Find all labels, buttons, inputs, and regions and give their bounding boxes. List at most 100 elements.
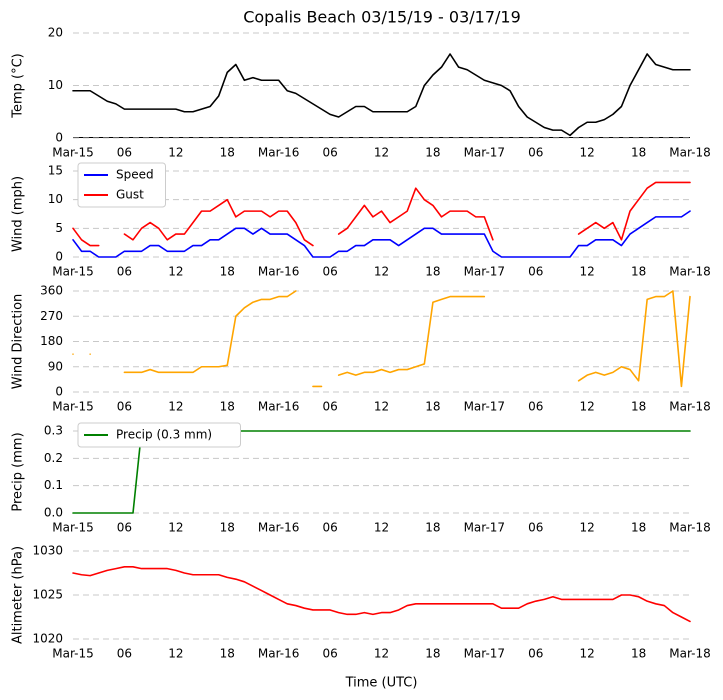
- y-tick-label: 0.0: [44, 506, 63, 520]
- y-tick-label: 1020: [32, 632, 63, 646]
- x-tick-label: 06: [322, 521, 337, 535]
- y-tick-label: 0: [55, 250, 63, 264]
- x-tick-label: 18: [220, 400, 235, 414]
- y-tick-label: 0.3: [44, 424, 63, 438]
- x-tick-label: 18: [425, 146, 440, 160]
- x-axis-label: Time (UTC): [345, 676, 418, 691]
- x-tick-label: 12: [580, 521, 595, 535]
- x-tick-label: Mar-17: [464, 400, 505, 414]
- x-tick-label: Mar-17: [464, 647, 505, 661]
- legend: Precip (0.3 mm): [77, 422, 241, 448]
- x-tick-label: 06: [322, 647, 337, 661]
- legend-label: Gust: [116, 188, 144, 202]
- series-line: [72, 290, 691, 388]
- x-tick-label: 18: [425, 400, 440, 414]
- x-tick-label: 18: [631, 146, 646, 160]
- legend-label: Speed: [116, 168, 154, 182]
- series-line: [72, 566, 691, 623]
- x-tick-label: 18: [220, 146, 235, 160]
- legend-box: [77, 422, 241, 448]
- x-tick-label: Mar-15: [52, 400, 93, 414]
- y-tick-label: 360: [40, 284, 63, 298]
- y-tick-label: 90: [48, 359, 63, 373]
- x-tick-label: 06: [322, 400, 337, 414]
- x-tick-label: Mar-16: [258, 647, 299, 661]
- x-tick-label: 18: [631, 265, 646, 279]
- x-tick-label: 12: [168, 521, 183, 535]
- x-tick-label: 18: [220, 647, 235, 661]
- y-tick-label: 270: [40, 309, 63, 323]
- x-tick-label: 06: [117, 265, 132, 279]
- y-tick-label: 15: [48, 164, 63, 178]
- x-tick-label: Mar-18: [669, 647, 710, 661]
- legend: Speed Gust: [77, 162, 166, 208]
- x-tick-label: 06: [322, 146, 337, 160]
- x-tick-label: 06: [117, 521, 132, 535]
- y-tick-label: 0.2: [44, 451, 63, 465]
- x-tick-label: 12: [580, 146, 595, 160]
- y-tick-label: 0.1: [44, 478, 63, 492]
- x-tick-label: 06: [117, 647, 132, 661]
- x-tick-label: Mar-15: [52, 647, 93, 661]
- y-tick-label: 10: [48, 192, 63, 206]
- x-tick-label: 18: [220, 521, 235, 535]
- x-tick-label: Mar-17: [464, 146, 505, 160]
- x-tick-label: 18: [631, 400, 646, 414]
- series-line: [72, 53, 691, 137]
- x-tick-label: 18: [220, 265, 235, 279]
- x-tick-label: 12: [580, 647, 595, 661]
- x-tick-label: 06: [322, 265, 337, 279]
- series-line: [72, 181, 691, 247]
- x-tick-label: Mar-17: [464, 265, 505, 279]
- chart-title: Copalis Beach 03/15/19 - 03/17/19: [243, 8, 521, 27]
- x-tick-label: 18: [631, 521, 646, 535]
- y-tick-label: 1025: [32, 588, 63, 602]
- y-axis-label: Precip (mm): [11, 432, 26, 511]
- x-tick-label: 06: [528, 400, 543, 414]
- x-tick-label: 12: [168, 146, 183, 160]
- y-tick-label: 0: [55, 385, 63, 399]
- x-tick-label: Mar-18: [669, 146, 710, 160]
- x-tick-label: Mar-18: [669, 521, 710, 535]
- x-tick-label: 12: [168, 400, 183, 414]
- y-axis-label: Wind Direction: [11, 294, 26, 390]
- x-tick-label: 12: [374, 400, 389, 414]
- x-tick-label: 06: [117, 146, 132, 160]
- y-tick-label: 1030: [32, 544, 63, 558]
- x-tick-label: 18: [425, 265, 440, 279]
- legend-label: Precip (0.3 mm): [116, 428, 212, 442]
- y-tick-label: 20: [48, 26, 63, 40]
- x-tick-label: 12: [168, 265, 183, 279]
- x-tick-label: Mar-17: [464, 521, 505, 535]
- x-tick-label: 12: [168, 647, 183, 661]
- x-tick-label: Mar-15: [52, 265, 93, 279]
- y-tick-label: 10: [48, 78, 63, 92]
- x-tick-label: Mar-15: [52, 146, 93, 160]
- x-tick-label: Mar-18: [669, 400, 710, 414]
- x-tick-label: Mar-16: [258, 265, 299, 279]
- y-axis-label: Temp (°C): [11, 53, 26, 119]
- x-tick-label: Mar-15: [52, 521, 93, 535]
- x-tick-label: 06: [528, 647, 543, 661]
- x-tick-label: 12: [580, 265, 595, 279]
- x-tick-label: 12: [580, 400, 595, 414]
- series-line: [72, 210, 691, 258]
- x-tick-label: Mar-16: [258, 521, 299, 535]
- x-tick-label: 06: [528, 521, 543, 535]
- x-tick-label: 18: [631, 647, 646, 661]
- y-tick-label: 0: [55, 131, 63, 145]
- x-tick-label: 06: [528, 146, 543, 160]
- x-tick-label: 12: [374, 521, 389, 535]
- x-tick-label: 12: [374, 647, 389, 661]
- y-tick-label: 5: [55, 221, 63, 235]
- x-tick-label: 18: [425, 647, 440, 661]
- x-tick-label: 06: [117, 400, 132, 414]
- y-axis-label: Altimeter (hPa): [11, 546, 26, 644]
- y-axis-label: Wind (mph): [11, 176, 26, 252]
- x-tick-label: 18: [425, 521, 440, 535]
- x-tick-label: Mar-18: [669, 265, 710, 279]
- x-tick-label: Mar-16: [258, 400, 299, 414]
- x-tick-label: 12: [374, 146, 389, 160]
- y-tick-label: 180: [40, 334, 63, 348]
